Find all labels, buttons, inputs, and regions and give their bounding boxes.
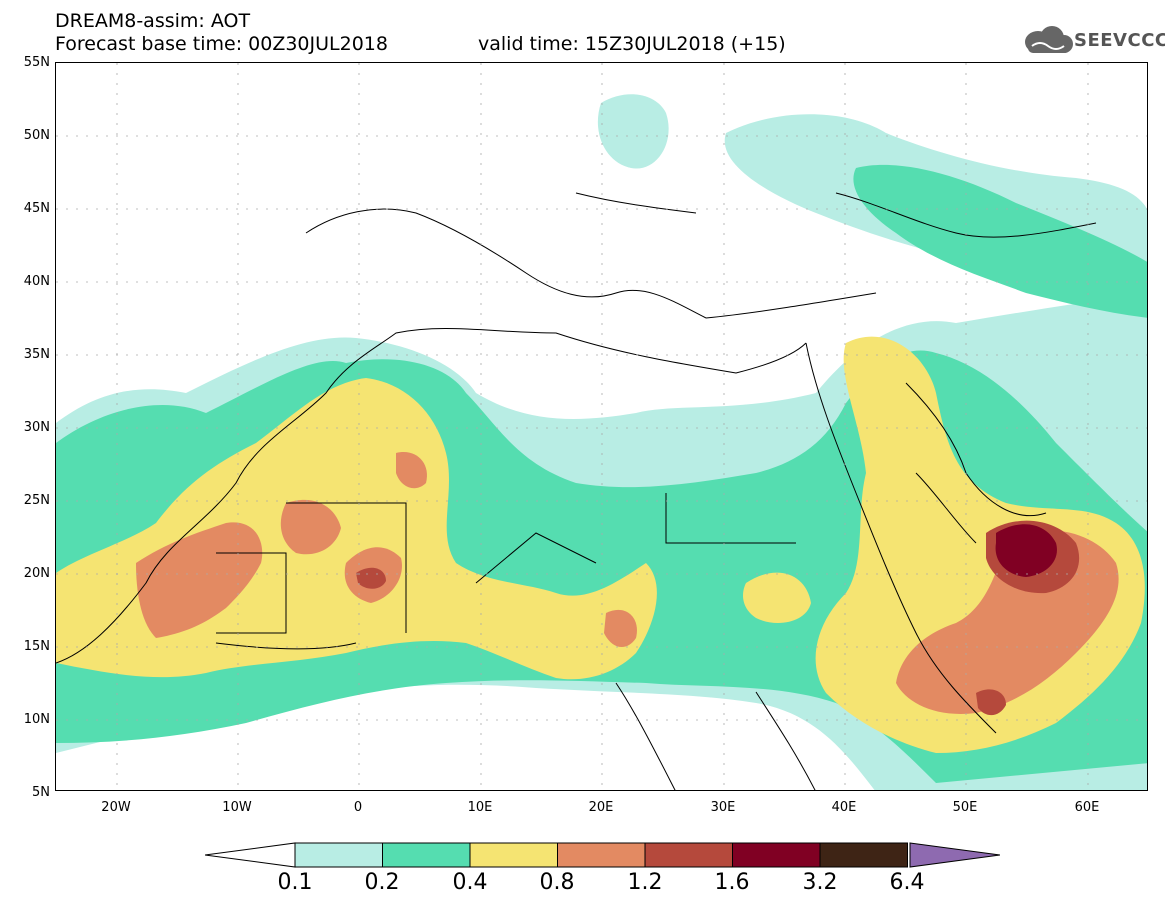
legend-label: 0.4 — [452, 870, 488, 895]
legend-label: 0.1 — [277, 870, 313, 895]
lat-label: 20N — [23, 566, 50, 581]
legend-swatch — [294, 842, 383, 868]
legend-swatch — [382, 842, 471, 868]
lat-label: 5N — [32, 785, 50, 800]
lat-label: 10N — [23, 712, 50, 727]
aot-1.6-band — [995, 524, 1057, 577]
lat-label: 50N — [23, 128, 50, 143]
legend-label: 0.8 — [539, 870, 575, 895]
legend-label: 6.4 — [889, 870, 925, 895]
legend-label: 0.2 — [364, 870, 400, 895]
legend-swatches — [294, 842, 908, 868]
legend-arrow-high — [909, 842, 1000, 868]
legend-swatch — [644, 842, 733, 868]
logo-text: SEEVCCC — [1074, 30, 1165, 51]
lon-label: 20E — [588, 800, 614, 815]
lon-label: 30E — [710, 800, 736, 815]
legend-label: 1.6 — [714, 870, 750, 895]
lon-label: 10W — [222, 800, 252, 815]
legend-swatch — [557, 842, 646, 868]
legend-label: 1.2 — [627, 870, 663, 895]
forecast-base-time: Forecast base time: 00Z30JUL2018 — [55, 33, 388, 55]
lon-label: 50E — [952, 800, 978, 815]
lat-label: 25N — [23, 493, 50, 508]
lon-label: 0 — [353, 800, 363, 815]
lat-label: 40N — [23, 274, 50, 289]
lat-label: 30N — [23, 420, 50, 435]
lon-label: 40E — [831, 800, 857, 815]
legend-arrow-low — [205, 842, 296, 868]
graticule — [56, 63, 1147, 790]
lon-label: 10E — [467, 800, 493, 815]
lat-label: 35N — [23, 347, 50, 362]
legend-label: 3.2 — [802, 870, 838, 895]
lon-label: 60E — [1074, 800, 1100, 815]
cloud-icon — [1025, 26, 1073, 53]
legend-swatch — [819, 842, 908, 868]
valid-time: valid time: 15Z30JUL2018 (+15) — [478, 33, 786, 55]
lat-label: 55N — [23, 55, 50, 70]
aot-map — [56, 63, 1147, 790]
color-legend — [205, 842, 1000, 868]
legend-swatch — [469, 842, 558, 868]
lat-label: 45N — [23, 201, 50, 216]
map-title: DREAM8-assim: AOT — [55, 10, 251, 32]
lat-label: 15N — [23, 639, 50, 654]
legend-swatch — [732, 842, 821, 868]
map-panel — [55, 62, 1148, 791]
lon-label: 20W — [101, 800, 131, 815]
